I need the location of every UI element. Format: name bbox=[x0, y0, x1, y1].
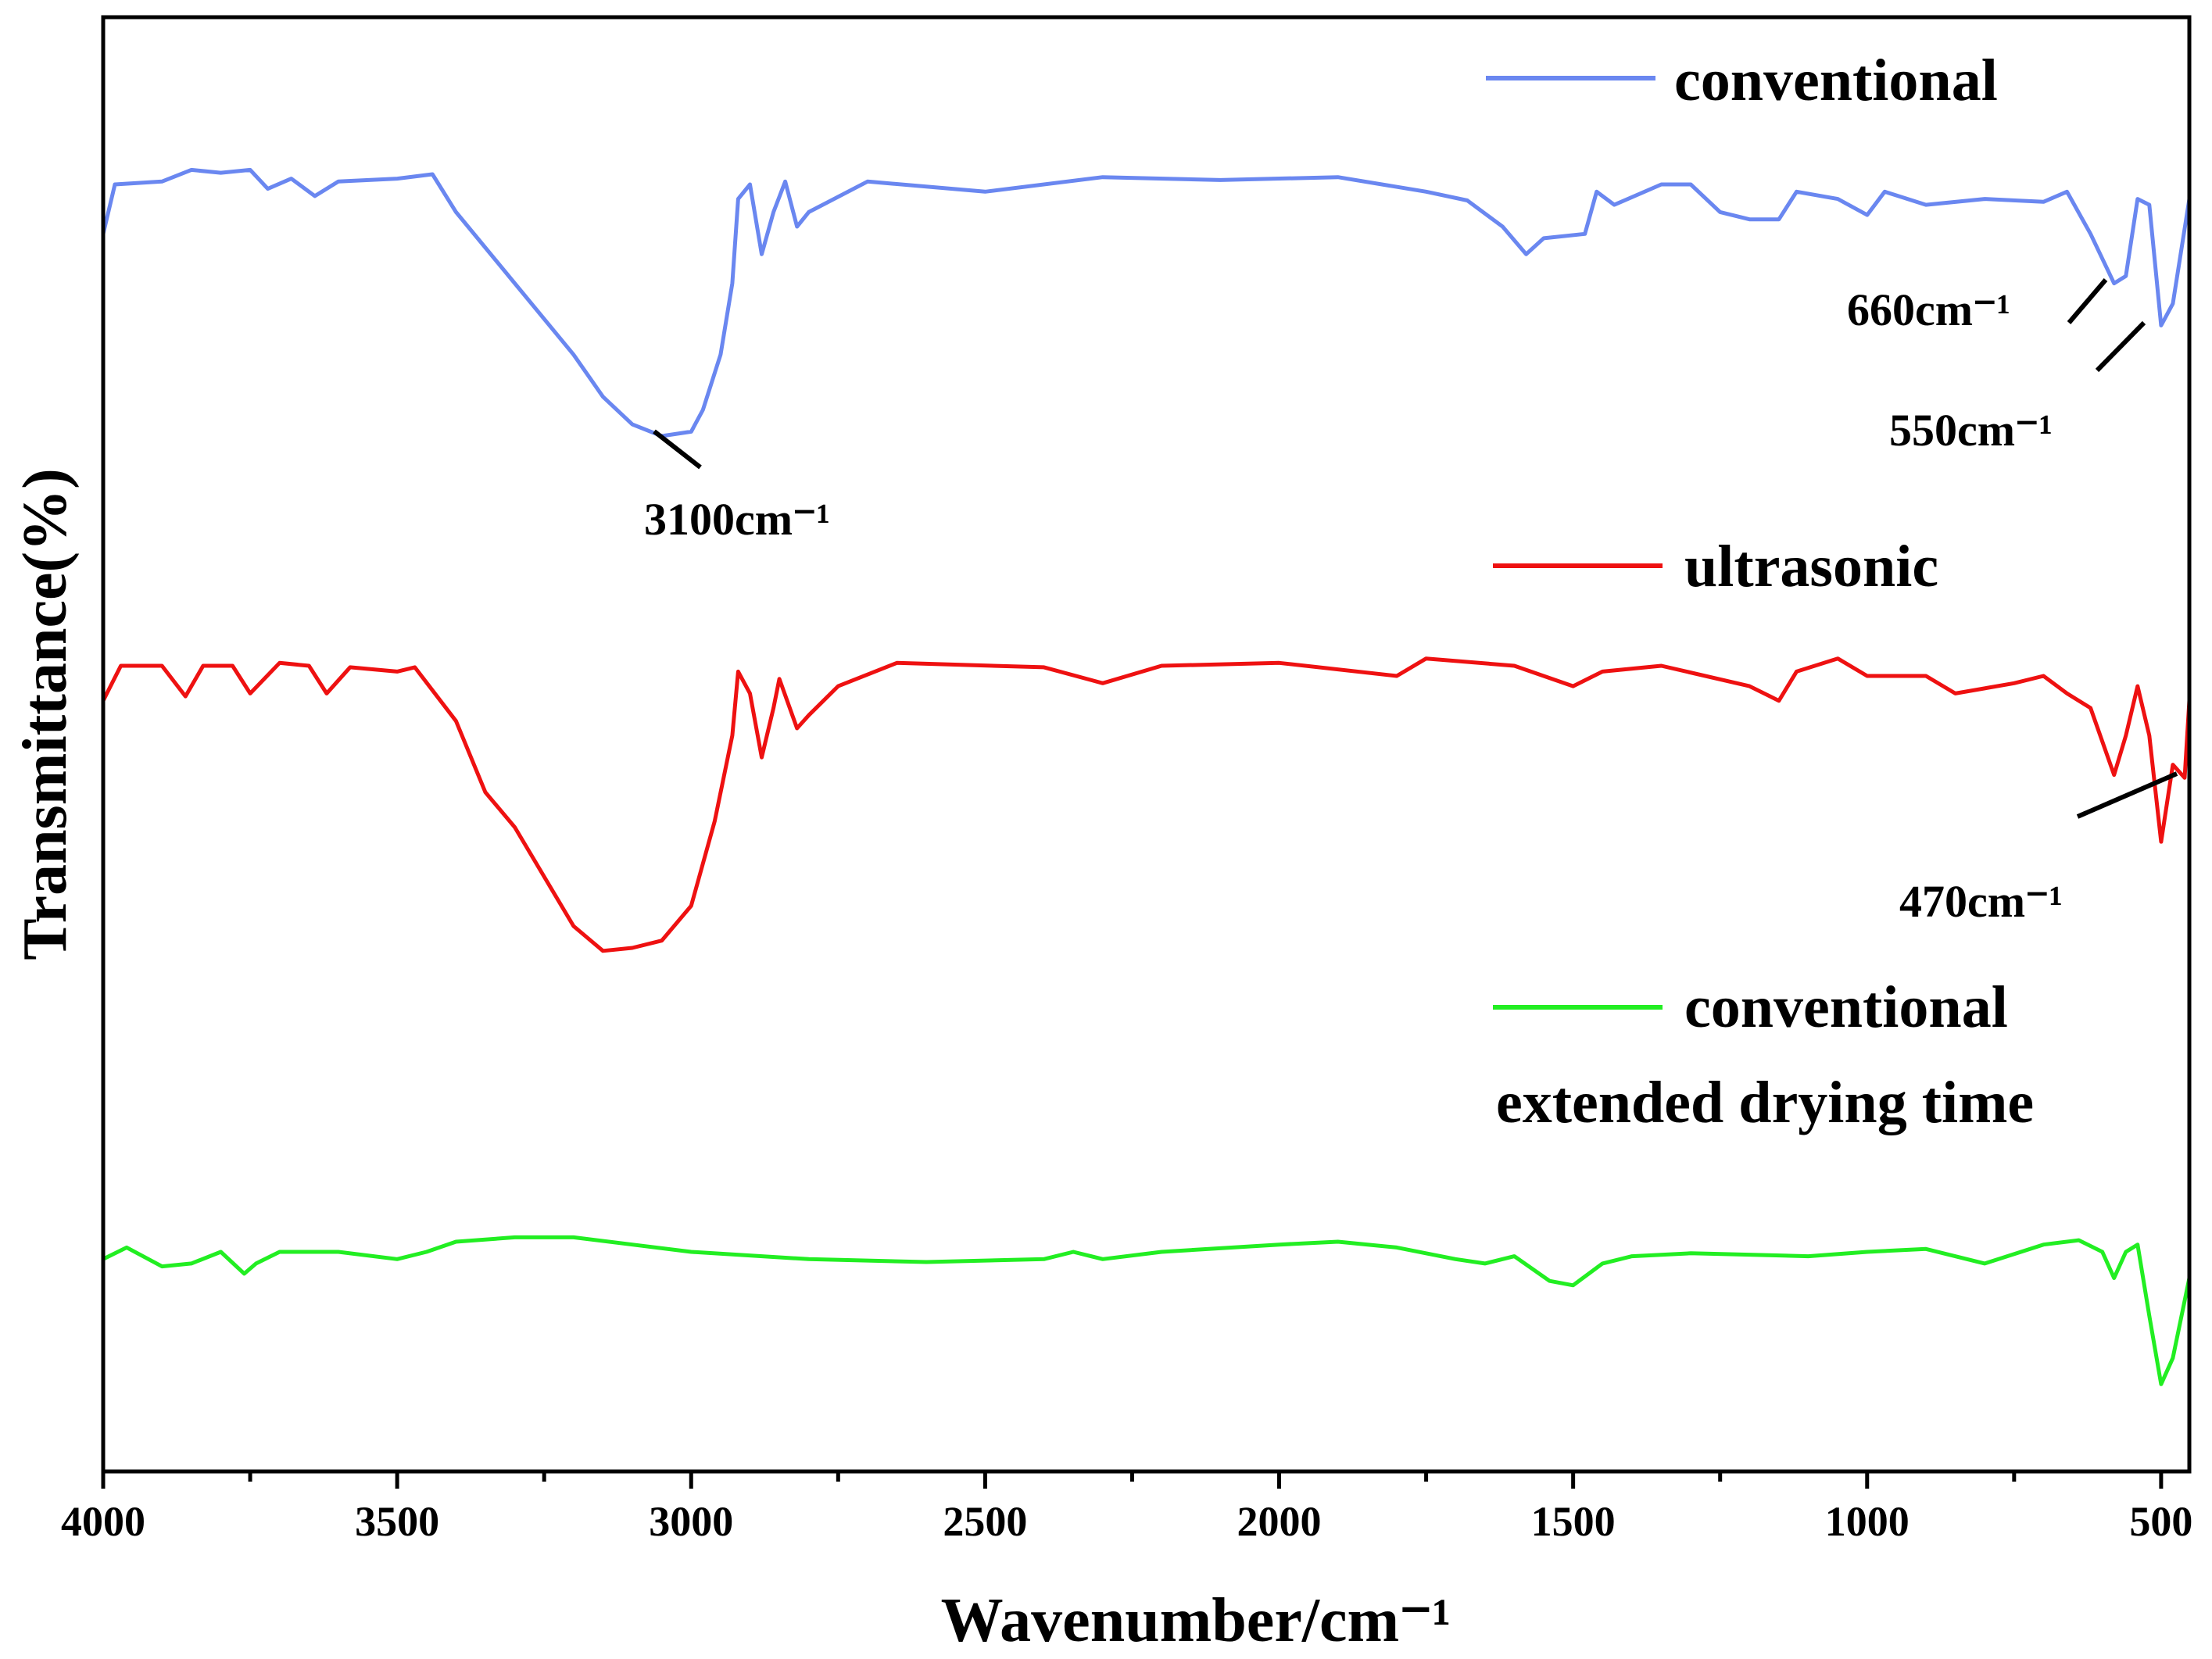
annotation: 660cm⁻¹ bbox=[1847, 284, 2010, 335]
plot-frame bbox=[101, 15, 2192, 1474]
x-tick-label: 3000 bbox=[649, 1498, 733, 1545]
legend-label: conventional bbox=[1674, 48, 1998, 113]
annotation: 3100cm⁻¹ bbox=[644, 494, 830, 545]
annotation: 550cm⁻¹ bbox=[1889, 405, 2053, 456]
annotation-leader bbox=[653, 429, 702, 470]
annotation-leader bbox=[2095, 320, 2146, 373]
x-tick-label: 3500 bbox=[355, 1498, 439, 1545]
x-axis-title: Wavenumber/cm⁻¹ bbox=[941, 1586, 1451, 1655]
legend-label: conventional extended drying time bbox=[1496, 974, 2035, 1135]
series-line bbox=[101, 656, 2192, 953]
annotation-leader bbox=[2067, 278, 2108, 324]
x-tick-label: 1000 bbox=[1825, 1498, 1910, 1545]
x-tick-label: 2500 bbox=[943, 1498, 1027, 1545]
x-tick-label: 500 bbox=[2129, 1498, 2192, 1545]
x-tick-label: 4000 bbox=[61, 1498, 145, 1545]
x-tick-label: 1500 bbox=[1531, 1498, 1616, 1545]
y-axis-title: Transmittance(%) bbox=[11, 468, 80, 960]
annotation-leader bbox=[2076, 771, 2178, 819]
x-tick-label: 2000 bbox=[1237, 1498, 1322, 1545]
annotation: 470cm⁻¹ bbox=[1899, 876, 2063, 927]
series-line bbox=[101, 167, 2192, 438]
series-line bbox=[102, 1235, 2192, 1386]
legend-label: ultrasonic bbox=[1684, 534, 1939, 599]
